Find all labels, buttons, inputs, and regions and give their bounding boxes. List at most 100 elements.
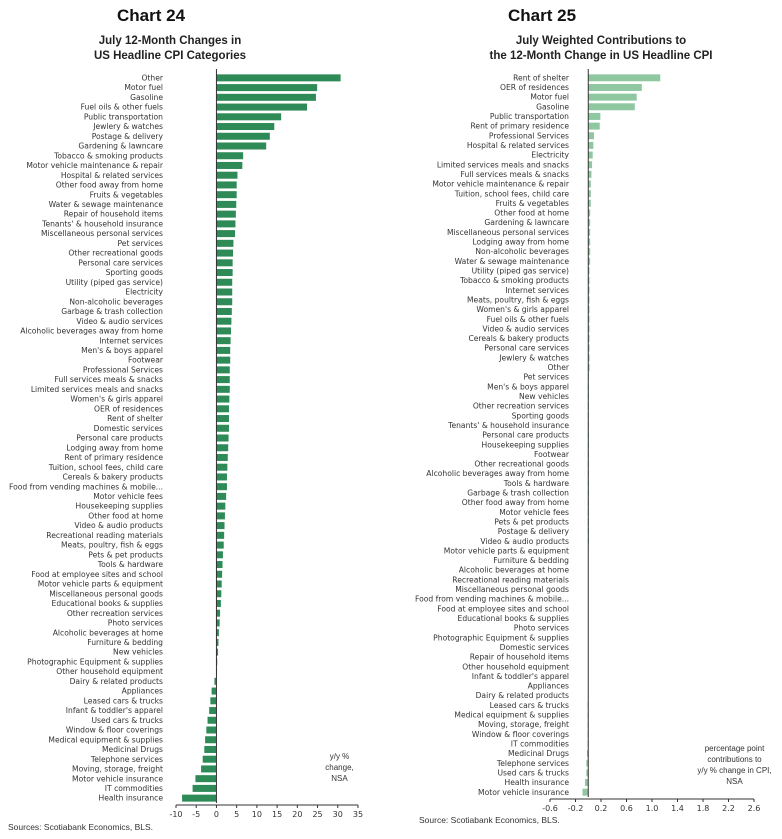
- category-label: Lodging away from home: [66, 443, 163, 452]
- bar: [216, 278, 233, 286]
- category-label: Motor vehicle maintenance & repair: [26, 161, 164, 170]
- bar: [216, 541, 224, 549]
- category-label: Video & audio products: [74, 521, 163, 530]
- category-label: Food from vending machines & mobile...: [415, 595, 569, 604]
- x-tick-label: 2.2: [722, 804, 735, 813]
- category-label: Miscellaneous personal goods: [455, 585, 569, 594]
- bar: [216, 93, 316, 101]
- chart-note: y/y % change, NSA: [312, 751, 367, 784]
- category-label: Repair of household items: [470, 653, 569, 662]
- x-tick-label: 20: [292, 810, 302, 819]
- bar: [216, 609, 221, 617]
- category-label: Window & floor coverings: [66, 726, 163, 735]
- bar: [214, 677, 217, 685]
- category-label: Hospital & related services: [467, 141, 569, 150]
- bar: [216, 453, 228, 461]
- category-label: Motor vehicle fees: [93, 492, 163, 501]
- category-label: Meats, poultry, fish & eggs: [467, 295, 569, 304]
- category-label: Window & floor coverings: [472, 730, 569, 739]
- bar: [588, 170, 592, 178]
- category-label: Medicinal Drugs: [102, 745, 163, 754]
- bar: [216, 220, 236, 228]
- category-label: Housekeeping supplies: [75, 502, 163, 511]
- category-label: Medical equipment & supplies: [48, 735, 163, 744]
- category-label: Limited services meals and snacks: [31, 385, 163, 394]
- bar: [588, 296, 590, 304]
- bar: [588, 238, 591, 246]
- category-label: Dairy & related products: [476, 691, 569, 700]
- bar: [216, 327, 232, 335]
- category-label: Motor vehicle parts & equipment: [38, 580, 163, 589]
- category-label: Pet services: [523, 373, 569, 382]
- bar: [192, 784, 217, 792]
- bar: [588, 325, 590, 333]
- bar: [216, 405, 229, 413]
- category-label: Utility (piped gas service): [472, 266, 569, 275]
- category-label: Gardening & lawncare: [78, 142, 163, 151]
- category-label: Food from vending machines & mobile...: [9, 482, 163, 491]
- bar: [209, 707, 217, 715]
- category-label: Motor vehicle maintenance & repair: [432, 180, 570, 189]
- category-label: Tools & hardware: [503, 479, 570, 488]
- bar: [588, 286, 590, 294]
- category-label: Footwear: [534, 450, 570, 459]
- x-tick-label: 0: [214, 810, 219, 819]
- bar: [216, 259, 233, 267]
- x-tick-label: 30: [333, 810, 343, 819]
- category-label: Photo services: [514, 624, 569, 633]
- category-label: Health insurance: [99, 794, 164, 803]
- category-label: Electricity: [125, 288, 163, 297]
- category-label: Alcoholic beverages at home: [53, 628, 164, 637]
- category-label: Personal care services: [484, 344, 569, 353]
- chart-number: Chart 25: [508, 6, 577, 25]
- category-label: Photo services: [108, 619, 163, 628]
- category-label: Appliances: [528, 682, 569, 691]
- category-label: Miscellaneous personal services: [447, 228, 569, 237]
- x-tick-label: -5: [192, 810, 200, 819]
- category-label: Used cars & trucks: [497, 768, 569, 777]
- category-label: Jewlery & watches: [498, 353, 569, 362]
- bar: [216, 483, 227, 491]
- bar: [216, 288, 233, 296]
- bar: [588, 122, 600, 130]
- category-label: Rent of primary residence: [470, 122, 569, 131]
- bar: [216, 103, 308, 111]
- x-tick-label: 1.0: [646, 804, 659, 813]
- bar: [216, 551, 223, 559]
- category-label: Medicinal Drugs: [508, 749, 569, 758]
- bar: [216, 638, 219, 646]
- bar: [216, 580, 222, 588]
- category-label: Personal care services: [78, 258, 163, 267]
- bar: [588, 190, 591, 198]
- category-label: Appliances: [122, 687, 163, 696]
- bar: [216, 356, 231, 364]
- chart-25-panel: Chart 25 July Weighted Contributions to …: [391, 0, 782, 839]
- category-label: Pets & pet products: [494, 517, 569, 526]
- category-label: Pet services: [117, 239, 163, 248]
- category-label: Motor vehicle insurance: [478, 788, 569, 797]
- category-label: Non-alcoholic beverages: [69, 297, 163, 306]
- bar: [588, 257, 591, 265]
- bar: [588, 248, 591, 256]
- category-label: Jewlery & watches: [92, 122, 163, 131]
- note-line-2: contributions to: [707, 755, 762, 764]
- bar: [216, 395, 230, 403]
- bar: [216, 132, 270, 140]
- bar: [207, 716, 217, 724]
- category-label: Alcoholic beverages away from home: [20, 327, 163, 336]
- category-label: Internet services: [99, 336, 163, 345]
- x-tick-label: -10: [169, 810, 182, 819]
- category-label: Leased cars & trucks: [84, 696, 163, 705]
- category-label: Women's & girls apparel: [476, 305, 569, 314]
- bar: [216, 74, 341, 82]
- bar: [216, 366, 230, 374]
- category-label: Other food away from home: [462, 498, 570, 507]
- x-tick-label: 35: [353, 810, 363, 819]
- bar: [216, 424, 229, 432]
- bar: [216, 200, 237, 208]
- bar: [588, 84, 642, 91]
- category-label: Full services meals & snacks: [55, 375, 164, 384]
- bar: [588, 132, 594, 140]
- bar: [216, 307, 232, 315]
